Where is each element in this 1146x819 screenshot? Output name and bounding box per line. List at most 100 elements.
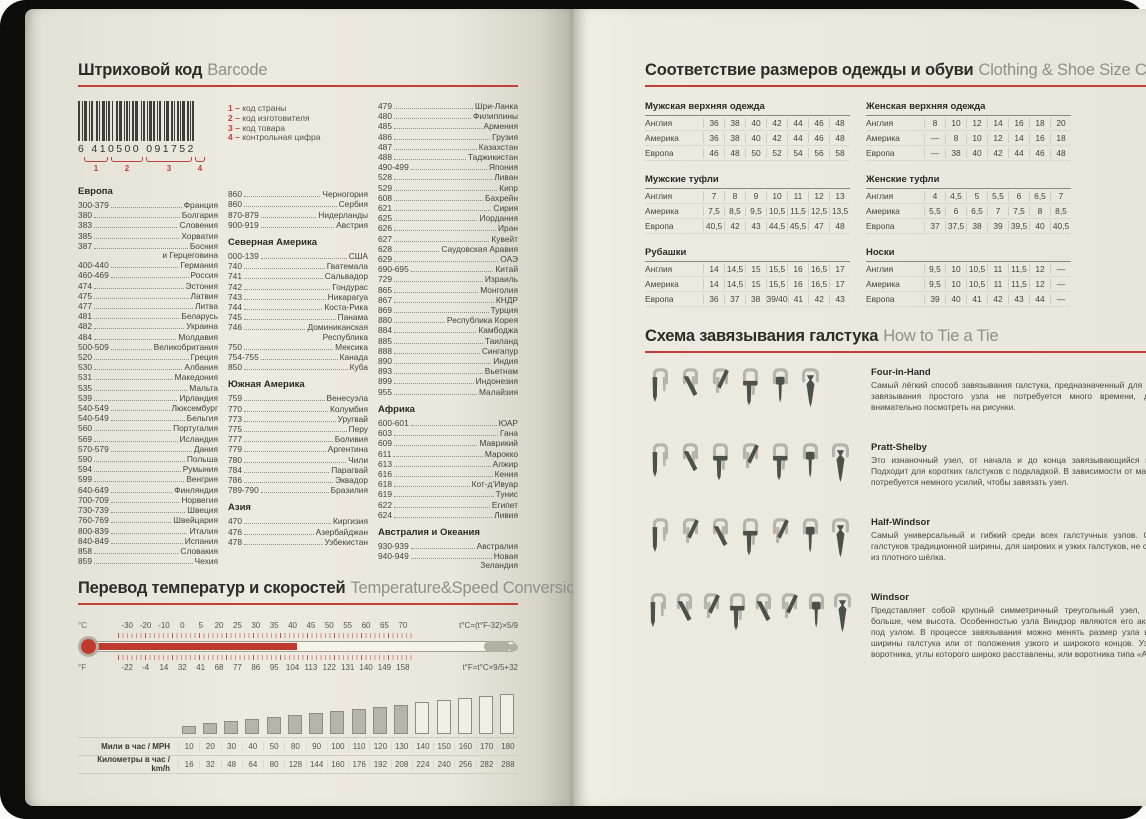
speed-bar	[309, 712, 324, 734]
speed-bar	[479, 696, 494, 734]
barcode-bar	[126, 101, 128, 141]
country-row: 599 Венгрия	[78, 474, 218, 484]
country-name: Тунис	[495, 489, 518, 500]
tie-knot-row: Four-in-Hand Самый лёгкий способ завязыва…	[645, 367, 1146, 425]
tie-knot-name: Half-Windsor	[871, 517, 931, 528]
speed-bar-column	[369, 694, 390, 734]
country-code: 690-695	[378, 264, 409, 275]
country-row: 539 Ирландия	[78, 393, 218, 403]
dotted-leader	[243, 434, 333, 443]
size-value: 12,5	[808, 206, 829, 216]
country-code: 779	[228, 444, 242, 455]
size-value: 48	[829, 133, 850, 143]
country-row: 900-919 Австрия	[228, 220, 368, 230]
size-value: 45,5	[787, 221, 808, 231]
country-name: Австрия	[336, 219, 368, 230]
barcode-bar	[112, 101, 113, 141]
dotted-leader	[410, 264, 494, 273]
size-value: 42	[766, 133, 787, 143]
barcode-bar	[108, 101, 110, 141]
country-code: 730-739	[78, 505, 109, 516]
tie-thread-icon	[698, 592, 724, 650]
size-table: Мужская верхняя одежда Англия 36 38 40 42 44 46…	[645, 101, 850, 161]
barcode-section: 6 410500 091752 1 2 3 4 Европа 300-379 Фр	[78, 101, 518, 571]
country-code: 775	[228, 424, 242, 435]
speed-bar	[224, 721, 239, 734]
kmh-value: 64	[241, 759, 263, 769]
country-code: 599	[78, 474, 92, 485]
country-code: 773	[228, 413, 242, 424]
dotted-leader	[393, 459, 491, 467]
dotted-leader	[243, 362, 348, 371]
dotted-leader	[393, 500, 490, 508]
dotted-leader	[243, 537, 323, 545]
country-row: 789-790 Бразилия	[228, 485, 368, 495]
size-value: 4,5	[945, 191, 966, 201]
country-row: 616 Кения	[378, 469, 518, 479]
size-value: 18	[1029, 118, 1050, 128]
kmh-value: 256	[454, 759, 475, 769]
country-name: Польша	[186, 454, 218, 465]
celsius-value: -30	[121, 620, 133, 630]
country-code: 760-769	[78, 515, 109, 526]
dotted-leader	[93, 362, 183, 371]
size-value: 54	[787, 148, 808, 158]
size-value: 12	[1029, 279, 1050, 289]
dotted-leader	[243, 322, 306, 331]
country-name: Марокко	[484, 448, 518, 459]
country-row-wrap: Республика	[228, 332, 368, 342]
dotted-leader	[93, 383, 188, 391]
tie-knot-name: Windsor	[871, 592, 909, 603]
country-row: 745 Панама	[228, 312, 368, 322]
fahrenheit-row: °F -22 -4 14 32 41 68 77 86 95 104 113 122 131 140 149…	[78, 661, 518, 674]
mph-value: 170	[475, 741, 497, 751]
country-name: Дания	[193, 443, 218, 454]
size-table-row: Англия 7 8 9 10 11 12 13	[645, 189, 850, 204]
country-row: 622 Египет	[378, 500, 518, 510]
size-table-row: Англия 14 14,5 15 15,5 16 16,5 17	[645, 262, 850, 277]
barcode-legend-item: 2 – код изготовителя	[228, 113, 368, 124]
country-name: Мексика	[335, 341, 368, 352]
country-code: 520	[78, 352, 92, 363]
country-row: 729 Израиль	[378, 274, 518, 284]
size-table: Женские туфли Англия 4 4,5 5 5,5 6 6,5 7 Америка 5…	[866, 174, 1071, 234]
size-table-row: Англия 9,5 10 10,5 11 11,5 12—	[866, 262, 1071, 277]
dotted-leader	[243, 527, 314, 535]
country-row: 479 Шри-Ланка	[378, 101, 518, 111]
size-value: 36	[703, 118, 724, 128]
size-value: 40	[745, 118, 766, 128]
country-code: 899	[378, 376, 392, 387]
size-table-row: Европа 46 48 50 52 54 56 58	[645, 146, 850, 161]
size-table-row: Америка —8 10 12 14 16 18	[866, 131, 1071, 146]
fahrenheit-value: 149	[377, 662, 392, 672]
thermometer-icon	[78, 635, 518, 657]
country-code: 487	[378, 141, 392, 152]
celsius-value: -10	[158, 620, 170, 630]
dotted-leader	[393, 172, 493, 181]
tie-cross-icon	[750, 592, 776, 650]
size-value: —	[1050, 294, 1071, 304]
dotted-leader	[110, 260, 179, 269]
dotted-leader	[410, 418, 497, 426]
kmh-value: 192	[369, 759, 390, 769]
size-value: 10,5	[766, 206, 787, 216]
barcode-bar	[182, 101, 185, 141]
country-name: Швеция	[187, 505, 218, 516]
country-row: 474 Эстония	[78, 281, 218, 291]
country-name: Македония	[174, 372, 218, 383]
size-value: 10	[945, 279, 966, 289]
country-code: 480	[378, 111, 392, 122]
dotted-leader	[243, 465, 330, 473]
size-value: 8	[1029, 206, 1050, 216]
speed-bar	[500, 694, 515, 734]
country-name: Уругвай	[337, 413, 368, 424]
region-label: Европа	[645, 221, 674, 231]
country-row: 893 Вьетнам	[378, 366, 518, 376]
mph-value: 140	[411, 741, 433, 751]
country-name: Финляндия	[174, 484, 218, 495]
tie-knot-description: Это изнаночный узел, от начала и до конц…	[871, 455, 1146, 487]
speed-bar	[415, 702, 430, 734]
speed-bar-column	[412, 694, 433, 734]
size-value: 48	[724, 148, 745, 158]
speed-bar	[181, 725, 196, 734]
